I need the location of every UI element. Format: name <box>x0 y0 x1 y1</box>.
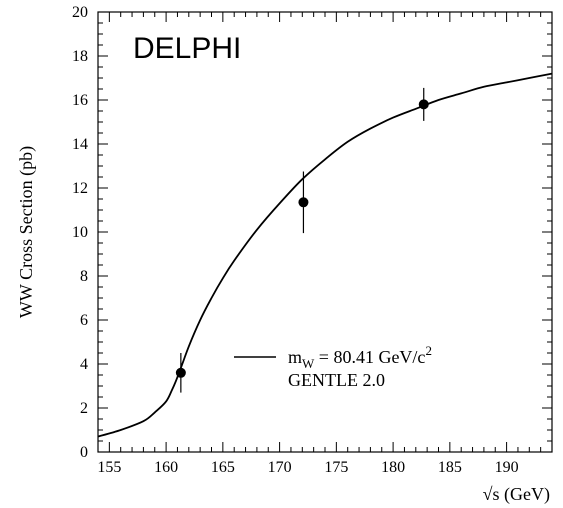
data-point <box>298 197 309 208</box>
y-tick-label: 14 <box>72 136 88 153</box>
data-point <box>175 367 186 378</box>
y-tick-label: 4 <box>80 356 88 373</box>
x-tick-label: 175 <box>324 459 348 476</box>
y-tick-label: 6 <box>80 312 88 329</box>
y-tick-label: 18 <box>72 48 88 65</box>
data-points <box>175 87 429 393</box>
data-point <box>418 99 429 110</box>
y-tick-label: 10 <box>72 224 88 241</box>
axis-tick-labels: 155 160 165 170 175 180 185 190 0 2 4 6 8 10 12 14 16 18 2… <box>72 4 519 476</box>
x-tick-label: 155 <box>97 459 121 476</box>
y-tick-label: 12 <box>72 180 88 197</box>
legend-entry-mass: mW = 80.41 GeV/c2 <box>288 343 432 371</box>
x-tick-label: 190 <box>495 459 519 476</box>
y-tick-label: 0 <box>80 444 88 461</box>
x-tick-label: 165 <box>211 459 235 476</box>
theory-curve <box>97 72 553 438</box>
x-tick-label: 170 <box>268 459 292 476</box>
y-tick-label: 2 <box>80 400 88 417</box>
experiment-label: DELPHI <box>133 32 241 65</box>
legend-subscript: W <box>302 356 315 371</box>
y-tick-label: 20 <box>72 4 88 21</box>
x-tick-label: 180 <box>381 459 405 476</box>
legend-superscript: 2 <box>425 343 432 358</box>
x-tick-label: 185 <box>438 459 462 476</box>
legend-entry-generator: GENTLE 2.0 <box>288 370 385 390</box>
x-tick-label: 160 <box>154 459 178 476</box>
y-axis-label: WW Cross Section (pb) <box>16 146 37 318</box>
legend-mass-value: = 80.41 GeV/c <box>314 347 425 367</box>
y-tick-label: 16 <box>72 92 88 109</box>
plot-frame <box>97 11 553 453</box>
legend-m: m <box>288 347 302 367</box>
x-axis-label: √s (GeV) <box>483 484 550 505</box>
y-tick-label: 8 <box>80 268 88 285</box>
